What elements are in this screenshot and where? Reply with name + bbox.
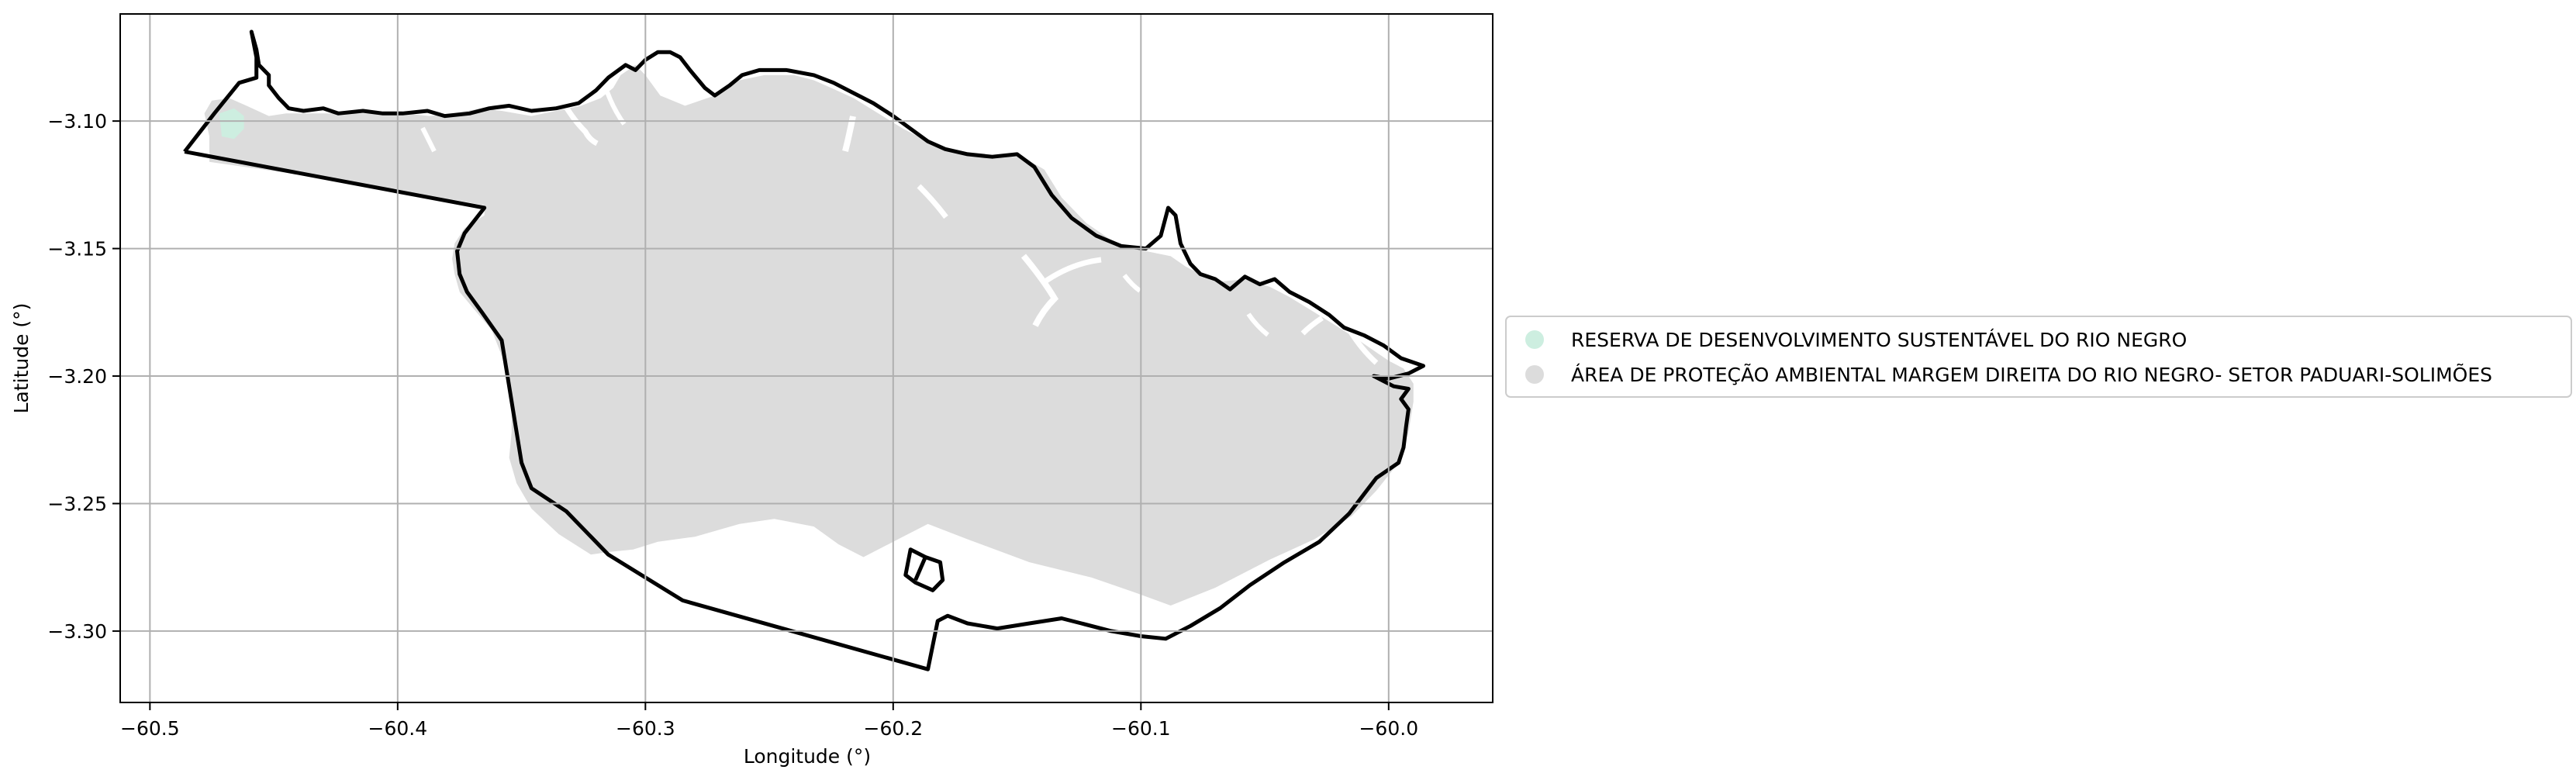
river-channel	[1246, 312, 1269, 337]
x-tick-label: −60.2	[864, 717, 924, 740]
island-boundary	[903, 547, 945, 592]
legend-label-rds: RESERVA DE DESENVOLVIMENTO SUSTENTÁVEL D…	[1571, 329, 2187, 351]
river-channel	[1346, 328, 1379, 365]
y-tick-label: −3.30	[47, 620, 107, 643]
map-layer	[183, 29, 1425, 671]
x-tick-label: −60.3	[616, 717, 675, 740]
legend: RESERVA DE DESENVOLVIMENTO SUSTENTÁVEL D…	[1505, 316, 2572, 398]
river-channel	[420, 126, 437, 153]
x-axis-label: Longitude (°)	[744, 745, 871, 768]
x-tick-label: −60.1	[1111, 717, 1171, 740]
apa-area-polygon	[204, 64, 1414, 606]
river-channel	[917, 184, 948, 219]
plot-frame	[119, 13, 1493, 703]
legend-marker-rds	[1525, 330, 1544, 349]
x-tick-label: −60.5	[120, 717, 180, 740]
legend-label-apa: ÁREA DE PROTEÇÃO AMBIENTAL MARGEM DIREIT…	[1571, 363, 2492, 386]
grid-lines	[120, 14, 1493, 702]
legend-box	[1505, 316, 2572, 398]
island-divider-line	[913, 556, 927, 582]
rds-area-polygon	[219, 108, 244, 140]
river-channels	[420, 85, 1379, 365]
y-axis-label: Latitude (°)	[10, 303, 33, 414]
river-channel	[1122, 274, 1141, 293]
river-channel	[1300, 316, 1324, 336]
y-tick-label: −3.15	[47, 238, 107, 261]
y-tick-label: −3.20	[47, 365, 107, 388]
area-boundary-line	[183, 29, 1425, 671]
x-axis-ticks: −60.5 −60.4 −60.3 −60.2 −60.1 −60.0	[120, 702, 1418, 740]
legend-marker-apa	[1525, 365, 1544, 384]
y-tick-label: −3.25	[47, 492, 107, 515]
river-channel	[842, 116, 856, 152]
y-axis-ticks: −3.10 −3.15 −3.20 −3.25 −3.30	[47, 110, 120, 643]
river-channel	[1020, 254, 1059, 327]
y-tick-label: −3.10	[47, 110, 107, 133]
x-tick-label: −60.0	[1359, 717, 1418, 740]
river-channel	[1041, 257, 1102, 285]
x-tick-label: −60.4	[368, 717, 428, 740]
